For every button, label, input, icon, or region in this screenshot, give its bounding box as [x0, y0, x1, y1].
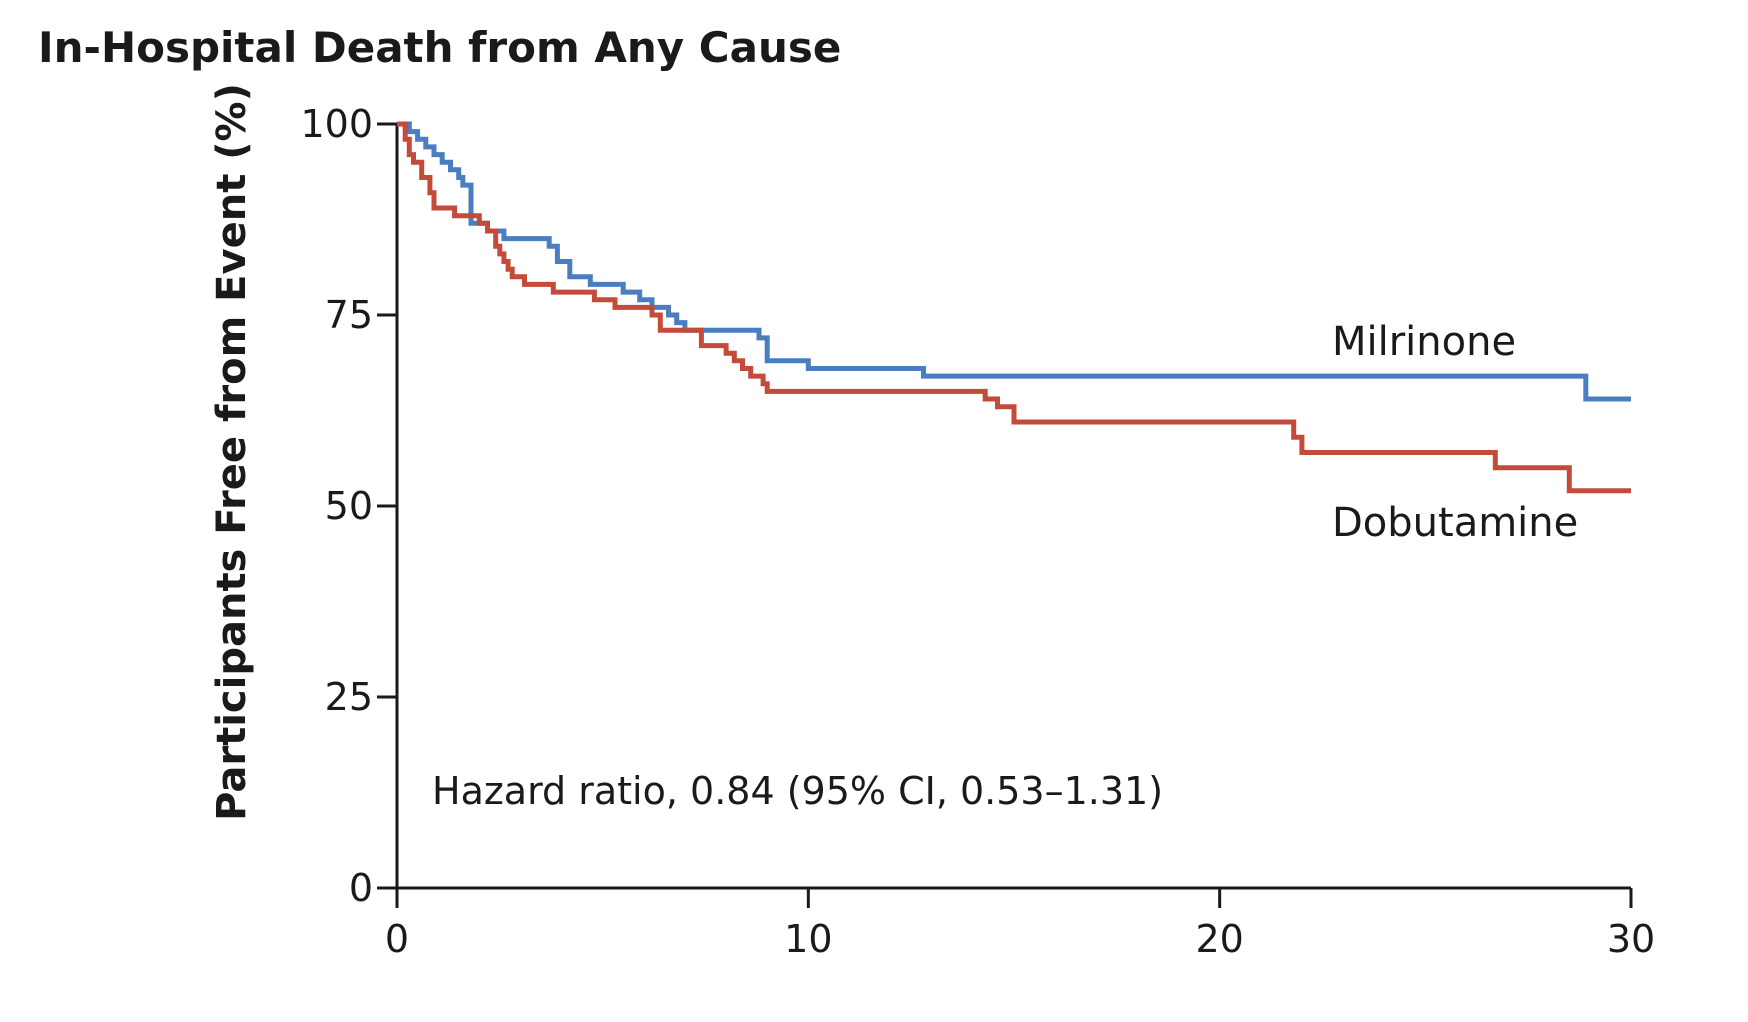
x-tick-label: 0 — [385, 917, 409, 961]
y-tick-label: 50 — [325, 484, 373, 528]
chart-title: In-Hospital Death from Any Cause — [38, 23, 841, 72]
series-lines — [397, 121, 1631, 494]
series-line-dobutamine — [397, 121, 1631, 494]
series-line-milrinone — [397, 121, 1631, 402]
series-label-dobutamine: Dobutamine — [1332, 500, 1578, 546]
x-tick-label: 30 — [1607, 917, 1655, 961]
y-tick-label: 0 — [349, 866, 373, 910]
x-tick-label: 20 — [1195, 917, 1243, 961]
y-tick-label: 25 — [325, 675, 373, 719]
series-label-milrinone: Milrinone — [1332, 319, 1516, 365]
y-axis-label: Participants Free from Event (%) — [209, 83, 255, 821]
y-tick-label: 100 — [300, 102, 373, 146]
axis-ticks: 0 25 50 75 100 0 10 20 30 — [300, 102, 1655, 961]
y-tick-label: 75 — [325, 293, 373, 337]
series-labels: Milrinone Dobutamine — [1332, 319, 1578, 546]
hazard-ratio-annotation: Hazard ratio, 0.84 (95% CI, 0.53–1.31) — [432, 769, 1163, 813]
x-tick-label: 10 — [784, 917, 832, 961]
